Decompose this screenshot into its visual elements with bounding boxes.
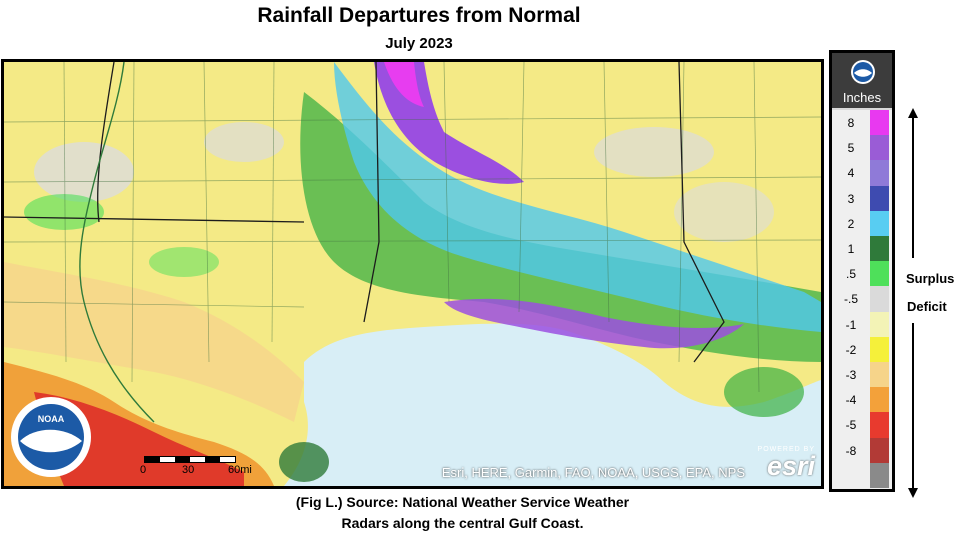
surplus-green-patch [724,367,804,417]
deficit-light-area [4,262,304,422]
legend-entry: 4 [832,160,892,186]
legend-entry-label: -5 [845,418,857,433]
legend-entry: -4 [832,387,892,413]
legend-entry: -8 [832,437,892,464]
legend-entry: -3 [832,362,892,388]
legend-swatch [870,185,889,211]
surplus-arrowhead [908,108,918,118]
map-subtitle: July 2023 [385,35,453,52]
scale-label-60: 60mi [228,464,252,476]
legend-panel: Inches 8 5 4 3 2 1 .5 -.5 -1 -2 -3 -4 -5 -8 [829,50,895,492]
county-lines [4,62,821,393]
legend-entry: -5 [832,412,892,438]
deficit-arrowhead [908,488,918,498]
esri-brand: esri [766,451,815,481]
surplus-green-patch [149,247,219,277]
surplus-magenta-patch [384,62,424,107]
legend-swatch [870,286,889,312]
caption-line-1: (Fig L.) Source: National Weather Servic… [295,494,630,510]
legend-header: Inches [832,53,892,108]
surplus-green-patch [24,194,104,230]
mississippi-river [79,62,155,423]
noaa-seal: NOAA [10,396,92,478]
legend-entry: 1 [832,236,892,262]
legend-units: Inches [842,90,882,105]
legend-swatch [870,160,889,186]
legend-swatch [870,462,889,488]
scale-label-0: 0 [140,464,147,476]
legend-entry: 2 [832,210,892,237]
legend-entry: -.5 [832,286,892,312]
state-boundaries [4,62,725,363]
legend-swatch [870,236,889,262]
legend-entry-label: 3 [847,191,855,206]
map-title: Rainfall Departures from Normal [257,4,581,27]
esri-logo[interactable]: POWERED BY esri [753,446,815,480]
near-normal-patch [34,142,134,202]
legend-entry-label: -.5 [843,292,858,307]
legend-entry: 8 [832,110,892,136]
near-normal-patch [674,182,774,242]
legend-entry-label: 4 [847,166,855,181]
legend-entry-label: -8 [845,443,857,458]
legend-swatch [870,261,889,287]
legend-entry [832,462,892,489]
legend-swatch [870,210,889,236]
near-normal-patch [594,127,714,177]
legend-swatch [870,336,889,362]
svg-text:NOAA: NOAA [38,414,65,424]
legend-entry-label: -2 [845,342,857,357]
scale-label-30: 30 [182,464,195,476]
legend-scale: 8 5 4 3 2 1 .5 -.5 -1 -2 -3 -4 -5 -8 [832,110,892,489]
legend-entry: .5 [832,261,892,287]
surplus-label: Surplus [906,271,955,286]
caption-line-2: Radars along the central Gulf Coast. [341,515,584,531]
legend-swatch [870,311,889,337]
legend-entry: 3 [832,185,892,212]
map-attribution: Esri, HERE, Garmin, FAO, NOAA, USGS, EPA… [441,465,745,480]
surplus-blue-band [334,62,821,332]
legend-swatch [870,110,889,136]
near-normal-patch [204,122,284,162]
scale-bar: 0 30 60mi [140,456,260,478]
figure-caption: (Fig L.) Source: National Weather Servic… [0,492,925,534]
legend-swatch [870,387,889,413]
legend-entry-label: 8 [847,116,855,130]
legend-swatch [870,135,889,161]
legend-entry-label: -3 [845,368,857,382]
legend-entry: -2 [832,336,892,363]
esri-powered-by: POWERED BY [757,446,815,453]
legend-swatch [870,437,889,463]
legend-entry-label: 5 [847,141,855,156]
legend-entry-label: .5 [845,267,856,282]
legend-entry-label: -4 [845,393,857,408]
legend-entry-label: 1 [847,242,855,256]
legend-entry: 5 [832,135,892,161]
noaa-logo-icon [850,59,876,85]
gulf-of-mexico [284,323,821,486]
legend-entry-label: 2 [847,216,855,231]
deficit-label: Deficit [907,299,947,314]
legend-entry: -1 [832,311,892,338]
rainfall-map[interactable]: NOAA 0 30 60mi Esri, HERE, Garmin, FAO, … [1,59,824,489]
legend-swatch [870,362,889,388]
legend-swatch [870,412,889,438]
legend-entry-label: -1 [845,317,857,332]
map-canvas [4,62,821,486]
surplus-green-patch [279,442,329,482]
surplus-deficit-arrows [900,108,926,498]
